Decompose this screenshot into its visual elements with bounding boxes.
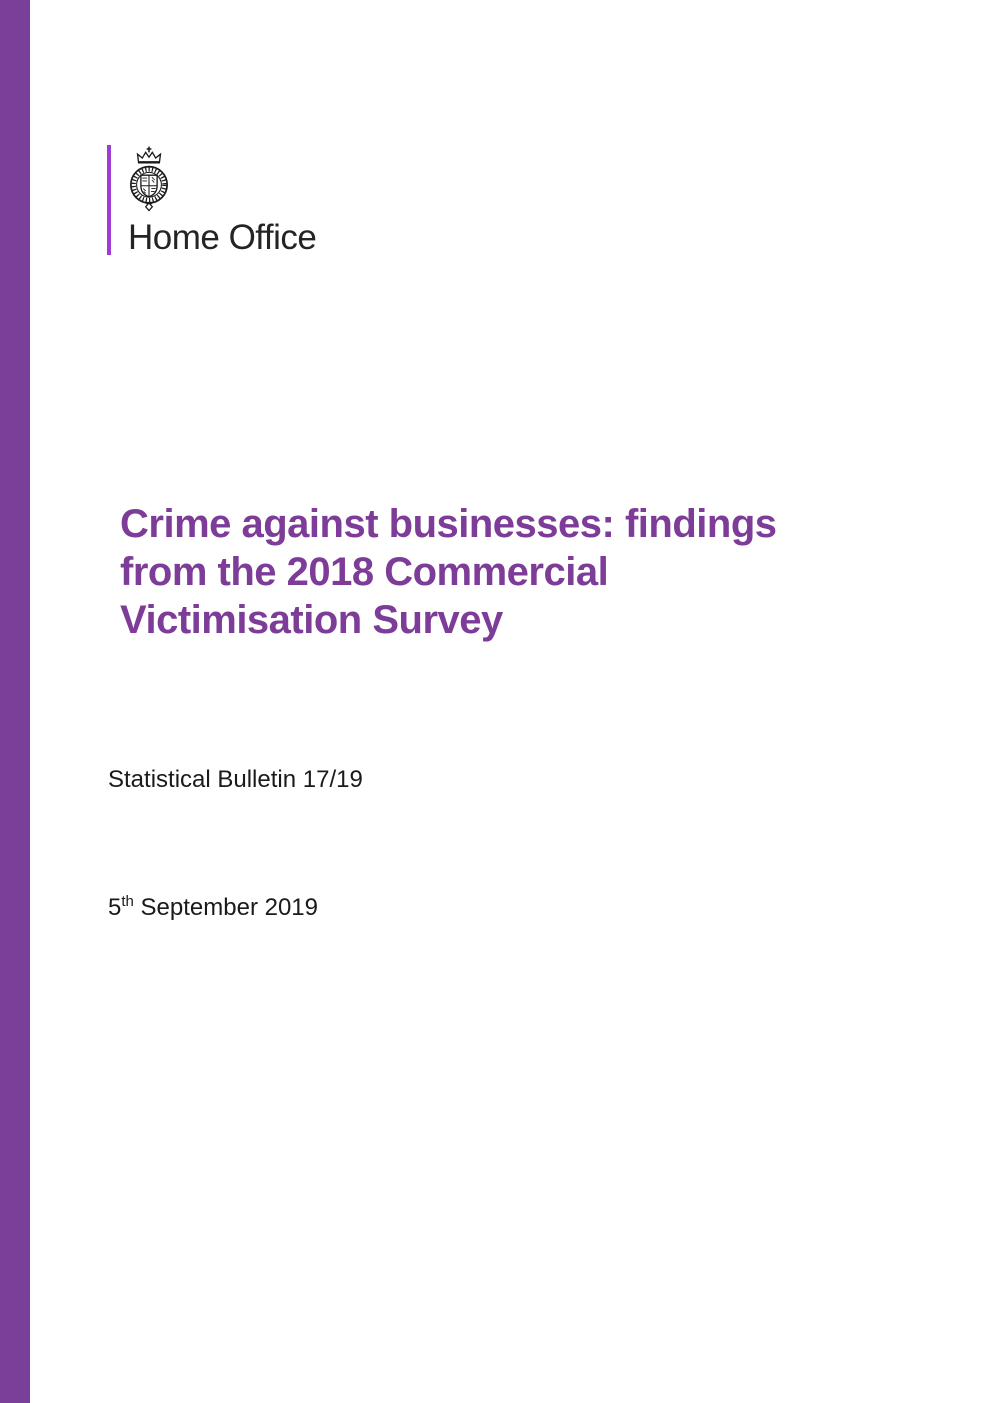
- date-rest: September 2019: [133, 894, 318, 921]
- logo-content: Home Office: [128, 145, 317, 257]
- home-office-logo: Home Office: [107, 145, 317, 257]
- title-line-1: Crime against businesses: findings: [120, 502, 777, 546]
- title-line-2: from the 2018 Commercial: [120, 550, 609, 594]
- document-title: Crime against businesses: findings from …: [120, 500, 900, 644]
- date-day: 5: [108, 894, 122, 921]
- royal-crest-icon: [128, 145, 316, 215]
- bulletin-number: Statistical Bulletin 17/19: [108, 766, 363, 793]
- logo-divider-line: [107, 145, 111, 255]
- logo-org-name: Home Office: [128, 218, 317, 257]
- date-ordinal-suffix: th: [121, 893, 134, 910]
- publication-date: 5th September 2019: [108, 894, 318, 922]
- left-accent-bar: [0, 0, 30, 1403]
- title-line-3: Victimisation Survey: [120, 598, 503, 642]
